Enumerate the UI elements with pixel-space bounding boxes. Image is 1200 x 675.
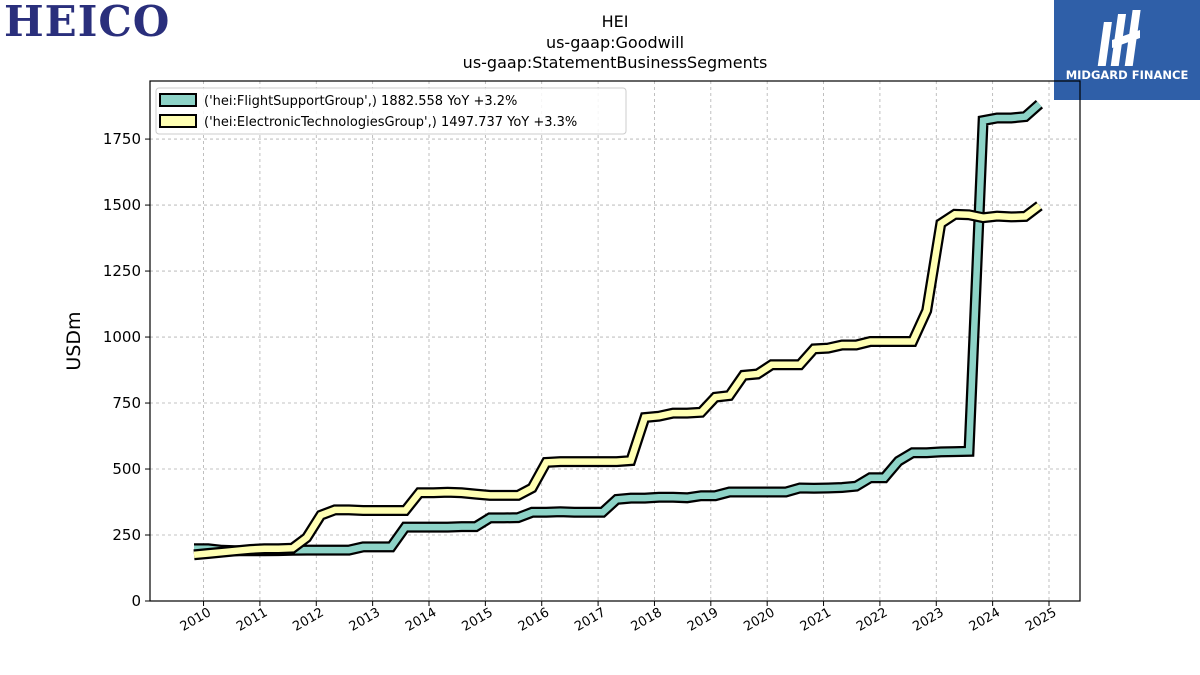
series-fill-line	[193, 203, 1042, 559]
y-tick-label: 500	[112, 460, 141, 478]
series-fill-line	[194, 101, 1042, 555]
y-axis-label: USDm	[63, 311, 85, 370]
legend-box	[155, 87, 627, 135]
x-tick-label: 2018	[629, 605, 665, 635]
y-tick-label: 250	[112, 526, 141, 544]
x-tick-label: 2025	[1023, 605, 1059, 635]
y-tick-label: 1000	[103, 328, 141, 346]
x-tick-label: 2023	[910, 605, 946, 635]
chart-title-line-2: us-gaap:Goodwill	[546, 33, 684, 52]
x-axis-ticks: 2010 2011 2012 2013 2014 2015 2016 2017 2018 2019…	[178, 601, 1059, 635]
x-tick-label: 2017	[572, 605, 608, 635]
chart-title-line-3: us-gaap:StatementBusinessSegments	[463, 53, 768, 72]
y-tick-label: 0	[131, 592, 141, 610]
x-tick-label: 2012	[290, 605, 326, 635]
x-tick-label: 2021	[798, 605, 834, 635]
x-tick-label: 2013	[347, 605, 383, 635]
x-tick-label: 2016	[516, 605, 552, 635]
y-axis-ticks: 0 250 500 750 1000 1250 1500 1750	[103, 130, 150, 610]
x-tick-label: 2024	[967, 605, 1003, 635]
legend-label-electronic-technologies: ('hei:ElectronicTechnologiesGroup',) 149…	[204, 115, 577, 130]
series-lines	[193, 99, 1044, 561]
series-outline	[194, 99, 1044, 557]
legend-swatch-flight-support	[159, 93, 197, 107]
chart-title: HEI us-gaap:Goodwill us-gaap:StatementBu…	[463, 12, 768, 72]
legend-label-flight-support: ('hei:FlightSupportGroup',) 1882.558 YoY…	[204, 94, 517, 109]
heico-logo: HEICO	[4, 0, 171, 46]
series-line-electronic-technologies	[193, 201, 1043, 561]
legend: ('hei:FlightSupportGroup',) 1882.558 YoY…	[155, 87, 627, 135]
midgard-finance-logo: MIDGARD FINANCE	[1054, 0, 1200, 100]
y-tick-label: 1250	[103, 262, 141, 280]
chart-title-line-1: HEI	[602, 12, 629, 31]
x-tick-label: 2010	[178, 605, 214, 635]
midgard-emblem-icon	[1097, 10, 1141, 66]
y-tick-label: 1750	[103, 130, 141, 148]
axes-frame	[149, 80, 1081, 602]
x-tick-label: 2020	[741, 605, 777, 635]
midgard-finance-label: MIDGARD FINANCE	[1065, 68, 1189, 82]
y-tick-label: 1500	[103, 196, 141, 214]
x-tick-label: 2019	[685, 605, 721, 635]
x-tick-label: 2015	[460, 605, 496, 635]
y-tick-label: 750	[112, 394, 141, 412]
series-line-flight-support	[194, 99, 1044, 557]
x-tick-label: 2014	[403, 605, 439, 635]
x-tick-label: 2022	[854, 605, 890, 635]
x-tick-label: 2011	[234, 605, 270, 635]
legend-swatch-electronic-technologies	[159, 114, 197, 128]
grid	[150, 81, 1080, 602]
